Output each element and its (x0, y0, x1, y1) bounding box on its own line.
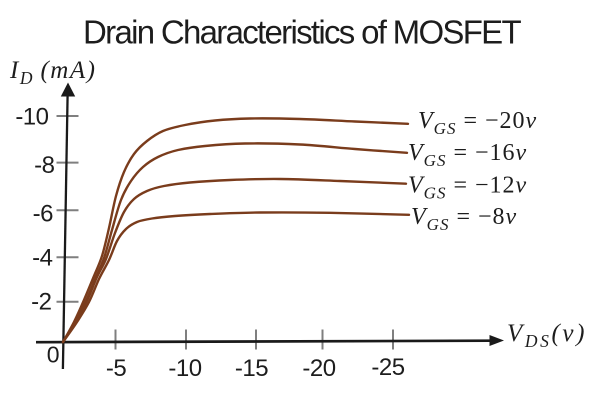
svg-text:VGS = −20v: VGS = −20v (418, 108, 537, 138)
svg-text:-15: -15 (235, 355, 268, 382)
svg-text:VGS = −16v: VGS = −16v (408, 140, 527, 170)
svg-text:VGS = −12v: VGS = −12v (408, 173, 527, 203)
svg-text:-10: -10 (168, 355, 201, 382)
svg-text:-4: -4 (32, 245, 52, 272)
svg-text:0: 0 (47, 342, 59, 368)
svg-text:Drain Characteristics of MOSFE: Drain Characteristics of MOSFET (83, 14, 521, 51)
svg-text:-8: -8 (34, 152, 54, 179)
svg-text:-25: -25 (371, 354, 404, 381)
svg-text:VGS = −8v: VGS = −8v (411, 204, 517, 234)
svg-text:ID (mA): ID (mA) (9, 57, 96, 88)
svg-text:-5: -5 (106, 355, 126, 382)
svg-text:-6: -6 (33, 201, 53, 228)
svg-text:-10: -10 (15, 104, 48, 131)
svg-text:-2: -2 (31, 289, 51, 316)
svg-text:-20: -20 (302, 355, 335, 382)
svg-text:VDS(v): VDS(v) (507, 320, 587, 351)
